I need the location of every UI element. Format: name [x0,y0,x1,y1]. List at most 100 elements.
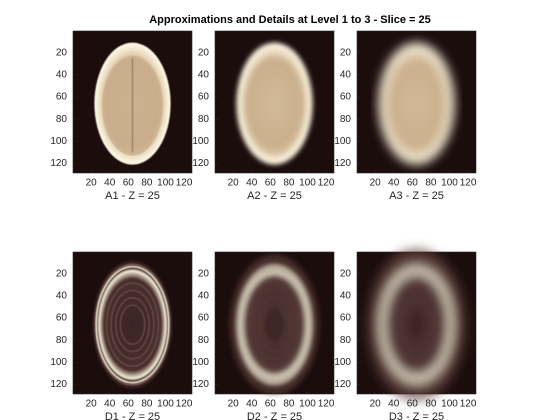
brain [386,55,447,156]
image [92,260,173,389]
y-tick-label: 20 [340,47,352,58]
x-tick-label: 100 [441,178,458,189]
axes-box [72,30,193,174]
y-tick-label: 40 [56,69,68,80]
y-tick-label: 20 [198,268,210,279]
image [94,42,171,165]
skull-ring [237,265,312,384]
x-tick-label: 60 [265,399,277,410]
axes-box [214,251,335,395]
x-tick-label: 40 [246,399,258,410]
x-tick-label: 80 [425,399,437,410]
y-tick-label: 40 [340,69,352,80]
y-tick-label: 120 [334,379,351,390]
y-tick-label: 80 [340,114,352,125]
x-tick-label: 20 [86,399,98,410]
x-tick-label: 20 [86,178,98,189]
brain [244,55,305,156]
ring [248,282,301,367]
y-tick-label: 60 [340,313,352,324]
x-tick-label: 20 [228,178,240,189]
ring [399,297,434,352]
ring [110,290,155,360]
y-tick-label: 80 [56,335,68,346]
y-tick-label: 60 [198,313,210,324]
x-axis-label: A3 - Z = 25 [389,190,444,202]
axes-box [356,251,477,395]
y-tick-label: 100 [192,357,209,368]
x-axis-label: D3 - Z = 25 [389,411,444,420]
y-tick-label: 100 [334,136,351,147]
ring [252,290,297,360]
y-tick-label: 80 [340,335,352,346]
x-tick-label: 80 [283,399,295,410]
x-axis-label: A2 - Z = 25 [247,190,302,202]
y-tick-label: 20 [340,268,352,279]
skull-ring [95,266,170,384]
axes-box [72,251,193,395]
x-tick-label: 120 [318,399,335,410]
y-tick-label: 120 [192,158,209,169]
head [94,263,171,386]
x-tick-label: 40 [104,178,116,189]
x-tick-label: 80 [425,178,437,189]
ring [261,304,288,345]
y-tick-label: 100 [50,136,67,147]
y-tick-label: 120 [334,158,351,169]
image [229,254,320,395]
x-axis-label: D1 - Z = 25 [105,411,160,420]
ring [257,297,292,352]
y-tick-label: 80 [56,114,68,125]
x-tick-label: 120 [176,178,193,189]
axes-box [214,30,335,174]
x-tick-label: 20 [228,399,240,410]
ring [403,304,430,345]
y-tick-label: 120 [192,379,209,390]
x-tick-label: 60 [123,399,135,410]
ring [115,297,150,352]
y-tick-label: 60 [56,92,68,103]
image [236,42,313,165]
x-tick-label: 40 [246,178,258,189]
x-tick-label: 120 [176,399,193,410]
y-tick-label: 20 [198,47,210,58]
x-tick-label: 120 [460,399,477,410]
image [378,42,455,165]
axes-box [356,30,477,174]
y-tick-label: 120 [50,379,67,390]
x-tick-label: 40 [388,178,400,189]
skull-ring [379,265,454,384]
ring [390,282,443,367]
y-tick-label: 100 [334,357,351,368]
x-tick-label: 120 [318,178,335,189]
y-tick-label: 100 [192,136,209,147]
y-tick-label: 60 [198,92,210,103]
x-tick-label: 80 [141,178,153,189]
ring [106,282,159,367]
x-tick-label: 100 [299,178,316,189]
x-tick-label: 60 [407,178,419,189]
y-tick-label: 40 [198,290,210,301]
x-tick-label: 100 [441,399,458,410]
y-tick-label: 40 [56,290,68,301]
x-tick-label: 40 [104,399,116,410]
y-tick-label: 40 [340,290,352,301]
figure-title: Approximations and Details at Level 1 to… [149,14,431,26]
x-tick-label: 60 [265,178,277,189]
x-tick-label: 20 [370,178,382,189]
x-axis-label: A1 - Z = 25 [105,190,160,202]
y-tick-label: 60 [56,313,68,324]
x-tick-label: 60 [123,178,135,189]
image [367,248,466,401]
x-axis-label: D2 - Z = 25 [247,411,302,420]
ring [119,304,146,345]
x-tick-label: 60 [407,399,419,410]
y-tick-label: 120 [50,158,67,169]
